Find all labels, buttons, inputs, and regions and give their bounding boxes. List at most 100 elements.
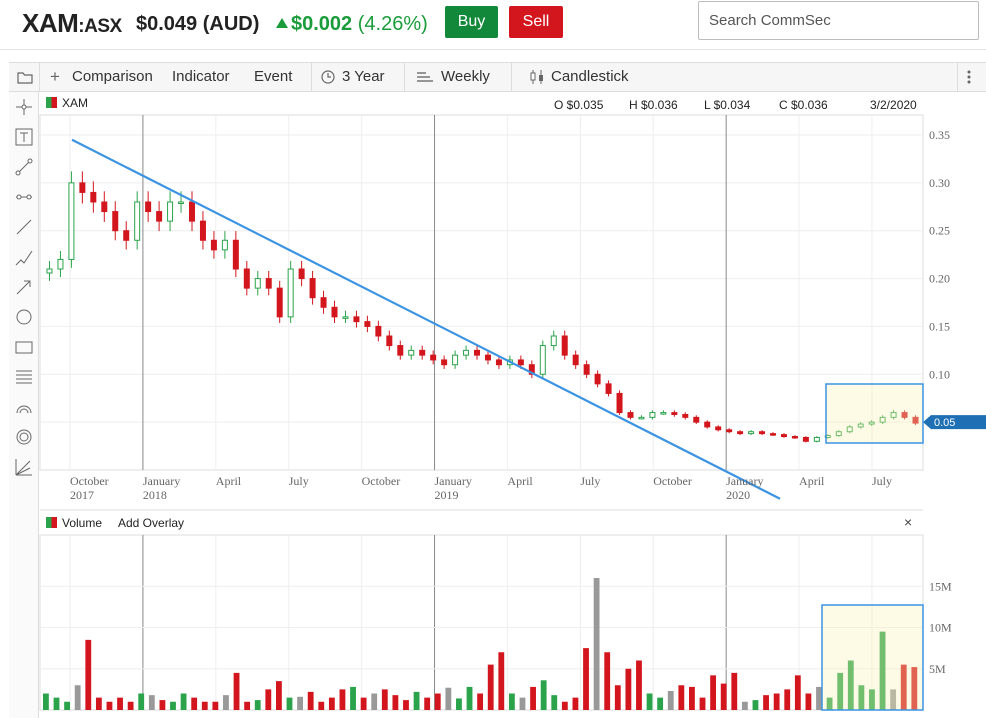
candlestick-icon[interactable] <box>529 69 545 85</box>
x-tick-label: October <box>653 474 692 488</box>
polyline-icon[interactable] <box>14 247 34 267</box>
price-panel-frame <box>39 114 924 471</box>
x-tick-label: January <box>143 474 180 488</box>
kebab-menu-icon[interactable] <box>966 69 972 85</box>
candle-body <box>484 354 491 361</box>
gann-icon[interactable] <box>14 457 34 477</box>
volume-bar <box>752 700 759 710</box>
volume-bar <box>625 668 632 710</box>
add-overlay-button[interactable]: Add Overlay <box>118 516 185 530</box>
candle-body <box>813 436 820 442</box>
ohlc-low: L $0.034 <box>704 98 751 112</box>
volume-bar <box>275 681 282 710</box>
circle-icon[interactable] <box>14 307 34 327</box>
volume-highlight-box <box>821 604 924 711</box>
rectangle-icon[interactable] <box>14 337 34 357</box>
candle-body <box>463 349 470 356</box>
indicator-button[interactable]: Indicator <box>172 68 230 85</box>
toolbar-divider <box>311 63 312 91</box>
x-tick-label: April <box>799 474 825 488</box>
volume-bar <box>117 697 123 710</box>
volume-bar <box>551 695 558 710</box>
volume-bar <box>328 697 335 710</box>
volume-bar <box>85 639 92 710</box>
candle-body <box>123 230 130 241</box>
target-icon[interactable] <box>14 427 34 447</box>
x-tick-label: July <box>580 474 600 488</box>
candle-body <box>156 211 163 222</box>
ohlc-high: H $0.036 <box>629 98 678 112</box>
x-tick-year: 2020 <box>726 488 750 502</box>
candle-body <box>79 182 86 193</box>
change-amount: $0.002 <box>291 13 353 35</box>
fibonacci-icon[interactable] <box>14 367 34 387</box>
candle-body <box>243 268 250 289</box>
candle-body <box>791 436 798 439</box>
volume-bar <box>667 691 674 710</box>
event-button[interactable]: Event <box>254 68 293 85</box>
arrow-icon[interactable] <box>14 277 34 297</box>
candle-body <box>452 354 459 366</box>
candle-body <box>298 268 305 280</box>
volume-bar <box>318 701 325 710</box>
volume-bar <box>466 686 473 710</box>
line-icon[interactable] <box>14 217 34 237</box>
bars-icon[interactable] <box>417 71 433 83</box>
volume-bar <box>244 701 251 710</box>
candle-body <box>430 354 437 361</box>
candle-body <box>616 392 623 414</box>
volume-bar <box>890 689 897 710</box>
volume-bar <box>223 695 229 710</box>
candle-body <box>375 325 382 337</box>
candle-body <box>68 182 75 260</box>
volume-bar <box>636 660 642 710</box>
candle-body <box>770 433 777 436</box>
volume-bar <box>784 689 791 710</box>
sell-button[interactable]: Sell <box>509 6 563 38</box>
ray-icon[interactable] <box>14 187 34 207</box>
plus-icon[interactable]: + <box>50 67 60 86</box>
interval-selector[interactable]: Weekly <box>441 68 490 85</box>
crosshair-icon[interactable] <box>14 97 34 117</box>
volume-bar <box>254 700 261 710</box>
text-tool-icon[interactable] <box>14 127 34 147</box>
price-highlight-box <box>825 383 924 444</box>
ticker-symbol: XAM:ASX <box>22 8 122 39</box>
candle-body <box>627 412 634 418</box>
volume-bar <box>508 693 515 710</box>
close-volume-icon[interactable]: × <box>904 514 913 530</box>
buy-button[interactable]: Buy <box>445 6 498 38</box>
volume-panel-frame <box>39 534 924 711</box>
volume-bar <box>689 686 695 710</box>
volume-bar <box>445 687 452 710</box>
folder-icon[interactable] <box>17 70 33 84</box>
candle-body <box>846 426 853 433</box>
search-input[interactable] <box>698 1 979 40</box>
chart-style-selector[interactable]: Candlestick <box>551 68 629 85</box>
trendline <box>71 138 781 500</box>
candle-body <box>167 201 174 222</box>
volume-bar <box>477 693 484 710</box>
highlight-boxes <box>821 383 924 711</box>
volume-bar <box>127 701 134 710</box>
volume-bar <box>858 685 865 710</box>
candle-body <box>594 373 601 385</box>
candle-body <box>550 335 557 347</box>
candle-body <box>474 349 481 356</box>
arc-icon[interactable] <box>14 397 34 417</box>
period-selector[interactable]: 3 Year <box>342 68 385 85</box>
comparison-button[interactable]: Comparison <box>72 68 153 85</box>
quote-header: XAM:ASX $0.049 (AUD) $0.002 (4.26%) Buy … <box>0 0 986 50</box>
volume-bar <box>403 700 409 710</box>
volume-tick-label: 5M <box>929 662 946 676</box>
candle-body <box>276 287 283 318</box>
trendline-icon[interactable] <box>14 157 34 177</box>
clock-icon[interactable] <box>321 70 335 84</box>
candle-body <box>134 201 141 241</box>
candle-body <box>232 239 239 270</box>
x-tick-label: January <box>435 474 472 488</box>
volume-bar <box>657 697 664 710</box>
x-tick-year: 2019 <box>435 488 459 502</box>
